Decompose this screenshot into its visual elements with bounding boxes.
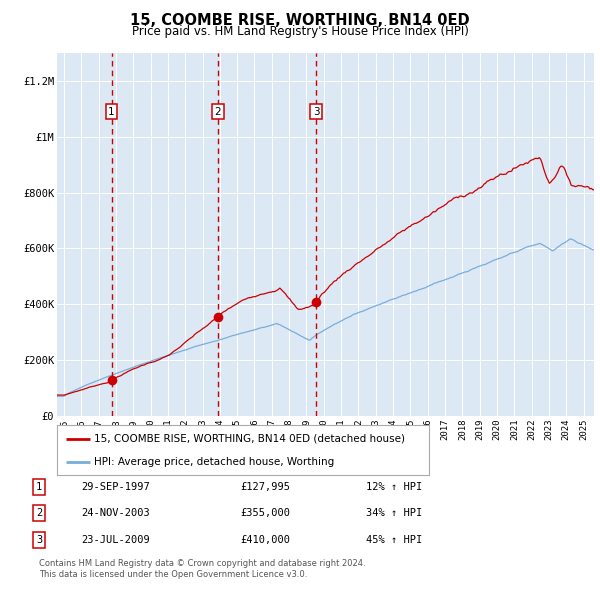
Text: 29-SEP-1997: 29-SEP-1997	[81, 482, 150, 491]
Text: 1: 1	[36, 482, 42, 491]
Text: 15, COOMBE RISE, WORTHING, BN14 0ED (detached house): 15, COOMBE RISE, WORTHING, BN14 0ED (det…	[94, 434, 405, 444]
Text: 45% ↑ HPI: 45% ↑ HPI	[366, 535, 422, 545]
Text: 15, COOMBE RISE, WORTHING, BN14 0ED: 15, COOMBE RISE, WORTHING, BN14 0ED	[130, 13, 470, 28]
Text: £127,995: £127,995	[240, 482, 290, 491]
Text: £355,000: £355,000	[240, 509, 290, 518]
Text: 23-JUL-2009: 23-JUL-2009	[81, 535, 150, 545]
Text: 34% ↑ HPI: 34% ↑ HPI	[366, 509, 422, 518]
Text: 24-NOV-2003: 24-NOV-2003	[81, 509, 150, 518]
Text: This data is licensed under the Open Government Licence v3.0.: This data is licensed under the Open Gov…	[39, 571, 307, 579]
Text: Price paid vs. HM Land Registry's House Price Index (HPI): Price paid vs. HM Land Registry's House …	[131, 25, 469, 38]
Text: 3: 3	[313, 107, 319, 117]
Text: 2: 2	[215, 107, 221, 117]
Text: HPI: Average price, detached house, Worthing: HPI: Average price, detached house, Wort…	[94, 457, 334, 467]
Text: 1: 1	[108, 107, 115, 117]
Text: 3: 3	[36, 535, 42, 545]
Text: 2: 2	[36, 509, 42, 518]
Text: £410,000: £410,000	[240, 535, 290, 545]
Text: 12% ↑ HPI: 12% ↑ HPI	[366, 482, 422, 491]
Text: Contains HM Land Registry data © Crown copyright and database right 2024.: Contains HM Land Registry data © Crown c…	[39, 559, 365, 568]
